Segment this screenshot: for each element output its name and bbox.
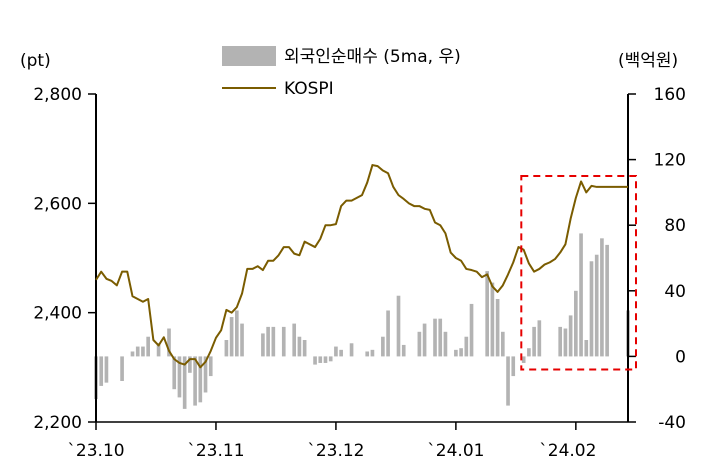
bar (495, 299, 500, 357)
bar-series (94, 233, 630, 409)
bar (271, 326, 276, 357)
bar (146, 336, 150, 357)
left-tick-label: 2,400 (33, 304, 82, 324)
bar (224, 340, 229, 357)
bar (292, 323, 297, 357)
bar (563, 328, 568, 357)
bar (469, 303, 474, 357)
bar (443, 331, 448, 357)
bar (485, 271, 489, 357)
bar (135, 346, 140, 357)
bar (334, 346, 338, 357)
bar (537, 320, 542, 357)
x-tick-label: `23.10 (67, 441, 124, 461)
bar (417, 331, 422, 357)
bar (193, 356, 197, 406)
bar (454, 349, 458, 357)
legend-line-label: KOSPI (284, 79, 334, 99)
bar (208, 356, 213, 377)
legend-bar-label: 외국인순매수 (5ma, 우) (284, 47, 461, 67)
bar (182, 356, 187, 409)
bar (156, 343, 161, 357)
bar (104, 356, 109, 383)
bar (261, 333, 265, 357)
x-tick-label: `24.02 (539, 441, 596, 461)
bar (600, 238, 604, 357)
bar (297, 336, 302, 357)
right-tick-label: 40 (664, 282, 686, 302)
bar (235, 310, 239, 357)
bar (120, 356, 124, 381)
bar (433, 318, 437, 357)
bar (386, 310, 390, 357)
bar (422, 323, 427, 357)
bar (521, 356, 526, 363)
bar (328, 356, 333, 362)
bar (396, 295, 401, 357)
x-tick-label: `23.11 (187, 441, 244, 461)
bar (532, 326, 536, 357)
axes (88, 93, 636, 430)
bar (365, 351, 370, 357)
tick-labels: 2,200 2,400 2,600 2,800 -40 0 40 80 120 160 `23.10… (33, 85, 686, 461)
bar (511, 356, 516, 377)
left-tick-label: 2,600 (33, 194, 82, 214)
bar (318, 356, 323, 363)
bar (381, 336, 385, 357)
bar (589, 261, 594, 357)
bar (177, 356, 182, 398)
bar (99, 356, 104, 386)
bar (130, 351, 135, 357)
bar (240, 323, 244, 357)
x-tick-label: `24.01 (427, 441, 484, 461)
bar (302, 340, 307, 357)
highlight-box (520, 175, 637, 371)
bar (605, 244, 609, 357)
bar (464, 336, 469, 357)
bar (172, 356, 177, 390)
bar (401, 344, 406, 357)
right-tick-label: 0 (675, 347, 686, 367)
bar (558, 326, 563, 357)
right-axis-unit: (백억원) (618, 51, 678, 71)
bar (370, 349, 375, 357)
bar (574, 290, 578, 357)
left-tick-label: 2,800 (33, 85, 82, 105)
right-tick-label: 120 (654, 151, 686, 171)
bar (594, 254, 599, 357)
bar (459, 348, 463, 357)
bar (506, 356, 510, 406)
bar (490, 282, 495, 357)
kospi-line (95, 164, 628, 369)
bar (203, 356, 208, 393)
bar (339, 349, 343, 357)
bar (323, 356, 328, 363)
bar (568, 315, 573, 357)
legend-bar-swatch (222, 46, 276, 66)
bar (584, 340, 589, 357)
bar (579, 233, 583, 357)
x-tick-label: `23.12 (307, 441, 364, 461)
bar (141, 346, 145, 357)
bar (266, 326, 270, 357)
highlight-box-group (520, 175, 637, 371)
bar (313, 356, 317, 365)
bar (188, 356, 192, 373)
bar (229, 317, 234, 357)
line-series (95, 164, 628, 369)
bar (527, 348, 531, 357)
bar (281, 326, 286, 357)
bar (501, 331, 505, 357)
bar (349, 343, 354, 357)
left-axis-unit: (pt) (20, 51, 51, 71)
bar (438, 318, 443, 357)
right-tick-label: 160 (654, 85, 686, 105)
bar (167, 328, 171, 357)
bar (198, 356, 203, 403)
right-tick-label: -40 (658, 413, 686, 433)
legend: 외국인순매수 (5ma, 우) KOSPI (222, 46, 461, 99)
left-tick-label: 2,200 (33, 413, 82, 433)
right-tick-label: 80 (664, 216, 686, 236)
